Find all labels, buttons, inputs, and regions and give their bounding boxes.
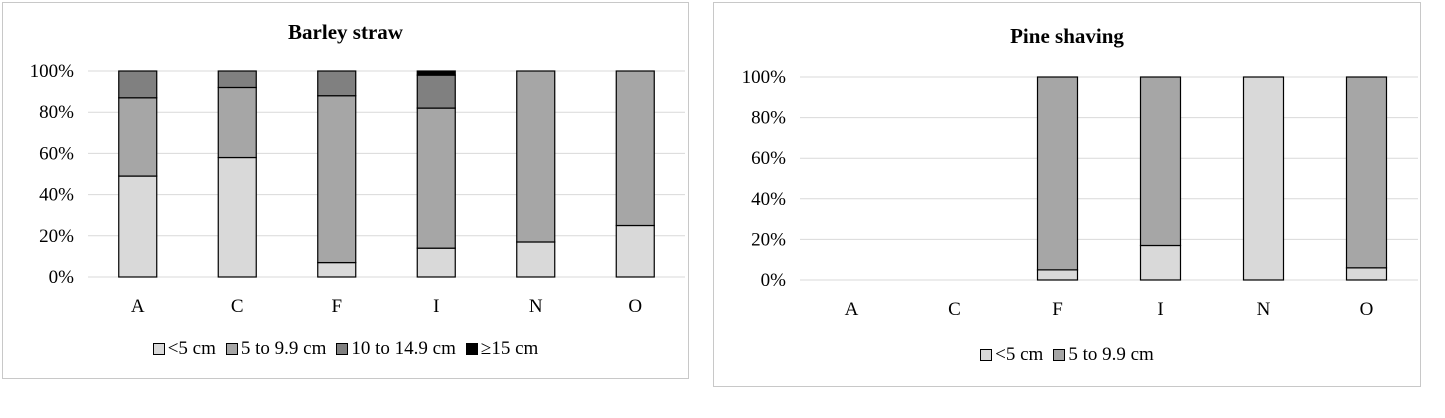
- bar-segment: [1036, 76, 1079, 271]
- y-tick-label: 0%: [761, 270, 787, 291]
- legend-label: <5 cm: [167, 338, 216, 359]
- bar-segment: [516, 241, 556, 278]
- legend-item: 10 to 14.9 cm: [336, 338, 456, 360]
- legend-label: 5 to 9.9 cm: [240, 338, 327, 359]
- x-tick-label: O: [1360, 299, 1374, 320]
- bar-segment: [217, 70, 257, 89]
- bar-segment: [1345, 76, 1388, 269]
- x-tick-label: I: [433, 296, 439, 317]
- legend-label: <5 cm: [995, 344, 1044, 365]
- legend-swatch: [336, 343, 349, 355]
- y-tick-label: 20%: [751, 229, 786, 250]
- y-tick-label: 60%: [39, 143, 74, 164]
- bar-segment: [1345, 267, 1388, 281]
- legend-swatch: [1053, 349, 1066, 361]
- legend-swatch: [980, 349, 993, 361]
- chart-legend: <5 cm 5 to 9.9 cm 10 to 14.9 cm ≥15 cm: [3, 338, 688, 360]
- y-tick-label: 40%: [751, 189, 786, 210]
- legend-item: <5 cm: [152, 338, 216, 360]
- y-tick-label: 80%: [39, 102, 74, 123]
- y-tick-label: 80%: [751, 108, 786, 129]
- x-tick-label: O: [628, 296, 642, 317]
- bar-segment: [1139, 76, 1182, 247]
- barley-straw-plot: 0% 20% 40% 60% 80% 100% A C F I N O: [30, 61, 685, 317]
- x-tick-label: C: [948, 299, 961, 320]
- bar-segment: [118, 70, 158, 99]
- chart-legend: <5 cm 5 to 9.9 cm: [714, 344, 1420, 366]
- chart-title: Barley straw: [288, 20, 403, 44]
- legend-swatch: [225, 343, 238, 355]
- legend-swatch: [152, 343, 165, 355]
- x-tick-label: F: [1052, 299, 1063, 320]
- x-tick-label: C: [231, 296, 244, 317]
- bar-segment: [615, 70, 655, 227]
- bar-segment: [118, 97, 158, 177]
- y-tick-label: 20%: [39, 226, 74, 247]
- pine-shaving-plot: 0% 20% 40% 60% 80% 100% A C F I N O: [742, 67, 1418, 320]
- barley-straw-chart-panel: Barley straw 0% 20% 40% 60% 80% 100% A C F I N O <5…: [2, 2, 689, 379]
- bar-segment: [1242, 76, 1285, 281]
- bar-segment: [317, 261, 357, 278]
- legend-label: 5 to 9.9 cm: [1068, 344, 1154, 365]
- bar-segment: [1036, 269, 1079, 281]
- x-tick-label: F: [331, 296, 342, 317]
- bar-segment: [1139, 244, 1182, 281]
- legend-item: ≥15 cm: [465, 338, 539, 360]
- x-tick-label: N: [1257, 299, 1271, 320]
- bar-segment: [217, 156, 257, 278]
- chart-title: Pine shaving: [1010, 24, 1124, 48]
- bar-segment: [516, 70, 556, 243]
- y-tick-label: 40%: [39, 185, 74, 206]
- x-tick-label: N: [529, 296, 543, 317]
- bar-segment: [317, 70, 357, 97]
- legend-label: ≥15 cm: [480, 338, 539, 359]
- bar-segment: [416, 70, 456, 76]
- legend-item: 5 to 9.9 cm: [1053, 344, 1154, 366]
- legend-label: 10 to 14.9 cm: [351, 338, 456, 359]
- legend-item: <5 cm: [980, 344, 1043, 366]
- x-tick-label: A: [845, 299, 859, 320]
- x-tick-label: I: [1157, 299, 1163, 320]
- y-tick-label: 100%: [30, 61, 75, 82]
- legend-item: 5 to 9.9 cm: [225, 338, 327, 360]
- bar-segment: [416, 107, 456, 249]
- pine-shaving-chart-panel: Pine shaving 0% 20% 40% 60% 80% 100% A C F I N O <5…: [713, 2, 1421, 387]
- y-tick-label: 0%: [49, 267, 75, 288]
- y-tick-label: 100%: [742, 67, 787, 88]
- bar-segment: [118, 175, 158, 278]
- bar-segment: [416, 247, 456, 278]
- bar-segment: [317, 95, 357, 264]
- x-tick-label: A: [131, 296, 145, 317]
- y-tick-label: 60%: [751, 148, 786, 169]
- bar-segment: [217, 86, 257, 159]
- legend-swatch: [465, 343, 478, 355]
- bar-segment: [416, 74, 456, 109]
- bar-segment: [615, 224, 655, 278]
